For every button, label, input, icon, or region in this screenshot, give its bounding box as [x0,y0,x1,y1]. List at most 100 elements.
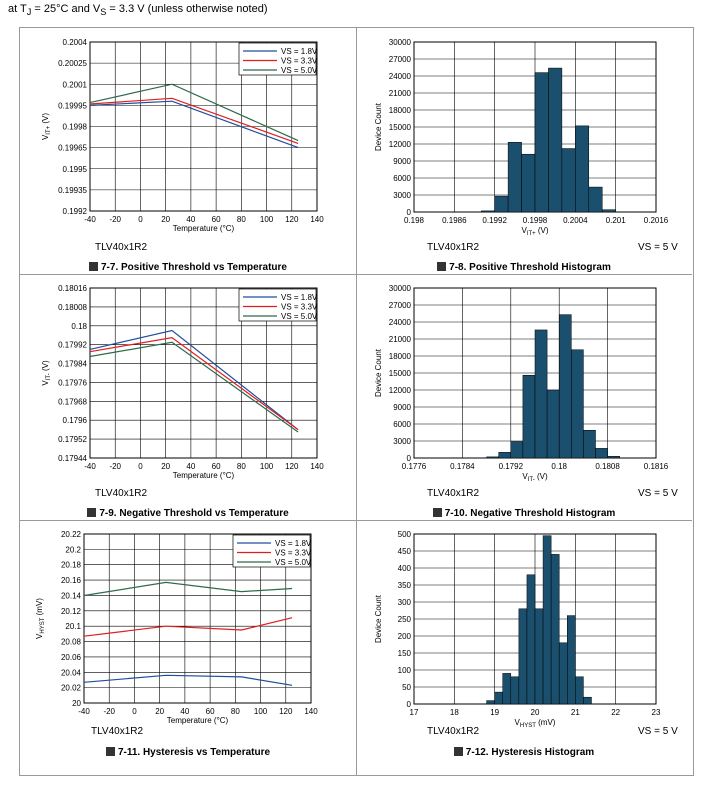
histogram-bar [534,608,544,705]
cell-fig7-12: 0 50 100 150 200 250 300 350 400 450 500 17 18 19 20 21… [356,520,692,775]
plot-area: 0 3000 6000 9000 12000 15000 18000 21000 24000 27… [374,284,669,483]
y-tick-label: 20.12 [61,607,82,616]
histogram-bar [575,676,584,705]
y-tick-label: 0.18016 [58,284,87,293]
x-tick-label: 0.1792 [499,462,524,471]
x-tick-label: 60 [212,462,221,471]
y-tick-label: 15000 [389,123,412,132]
plot-area: 0.1992 0.19935 0.1995 0.19965 0.1998 0.19995 0… [41,38,324,233]
y-tick-label: 100 [398,666,412,675]
x-tick-label: 40 [186,215,195,224]
y-tick-label: 0.19965 [58,144,87,153]
x-tick-label: 100 [254,707,268,716]
y-tick-label: 0.17968 [58,397,87,406]
series-line [83,581,293,597]
x-tick-label: 18 [450,708,459,717]
histogram-bar [521,153,536,213]
y-tick-label: 12000 [389,386,412,395]
y-axis-label: Device Count [374,348,383,397]
y-tick-label: 400 [398,564,412,573]
x-tick-label: -40 [78,707,90,716]
x-tick-label: 0.201 [606,216,627,225]
figure-caption: 7-12. Hysteresis Histogram [356,747,692,758]
y-tick-label: 0.17976 [58,378,87,387]
y-tick-label: 0.18008 [58,303,87,312]
x-tick-label: 0.1816 [644,462,669,471]
plot-frame [83,533,312,704]
y-tick-label: 12000 [389,140,412,149]
histogram-bar [567,615,576,705]
series-line [89,97,299,144]
figure-icon [453,747,463,756]
y-tick-label: 50 [402,683,411,692]
y-tick-label: 21000 [389,89,412,98]
histogram-bar [548,67,563,213]
y-tick-label: 27000 [389,55,412,64]
histogram-bar [583,429,596,459]
y-tick-label: 0.2004 [63,38,88,47]
y-tick-label: 9000 [393,157,411,166]
x-tick-label: 0.1992 [482,216,507,225]
y-tick-label: 20.18 [61,561,82,570]
x-tick-label: 0.2004 [563,216,588,225]
y-tick-label: 20.22 [61,530,82,539]
x-tick-label: 40 [186,462,195,471]
x-tick-label: 80 [237,215,246,224]
chart-positive-threshold-vs-temp: 0.1992 0.19935 0.1995 0.19965 0.1998 0.19995 0… [41,38,324,233]
x-tick-label: -20 [103,707,115,716]
part-number: TLV40x1R2 [95,488,148,499]
figure-icon [87,508,97,517]
y-tick-label: 6000 [393,174,411,183]
plot-area: 0 3000 6000 9000 12000 15000 18000 21000 24000 27… [374,38,669,237]
chart-hysteresis-histogram: 0 50 100 150 200 250 300 350 400 450 500 17 18 19 20 21… [374,530,661,729]
supply-note: VS = 5 V [638,726,678,737]
part-number: TLV40x1R2 [91,726,144,737]
y-axis-label: VHYST (mV) [35,598,46,639]
x-tick-label: 22 [611,708,620,717]
x-tick-label: 120 [285,215,299,224]
y-tick-label: 0.17984 [58,360,87,369]
plot-frame [89,287,318,459]
cell-fig7-11: 20 20.02 20.04 20.06 20.08 20.1 20.12 20.14 20.1… [20,520,357,775]
x-tick-label: 21 [571,708,580,717]
histogram-bar [607,456,620,459]
histogram-bar [534,72,549,213]
y-tick-label: 20.2 [65,545,81,554]
y-tick-label: 30000 [389,284,412,293]
figure-caption: 7-9. Negative Threshold vs Temperature [20,508,356,519]
y-tick-label: 450 [398,547,412,556]
histogram-bar [498,452,512,459]
y-axis-label: VIT- (V) [41,360,52,386]
y-tick-label: 20.04 [61,668,82,677]
histogram-bar [522,375,536,459]
chart-hysteresis-vs-temp: 20 20.02 20.04 20.06 20.08 20.1 20.12 20.14 20.1… [35,530,318,725]
x-tick-label: 0.1998 [523,216,548,225]
x-axis-label: Temperature (°C) [173,471,235,480]
y-tick-label: 0.19995 [58,101,87,110]
y-axis-label: VIT+ (V) [41,113,52,140]
histogram-bar [507,142,522,213]
series-line [89,100,299,149]
x-tick-label: -20 [109,215,121,224]
legend-label: VS = 3.3V [275,549,312,558]
figure-caption: 7-7. Positive Threshold vs Temperature [20,262,356,273]
x-tick-label: 0 [138,462,143,471]
plot-frame [89,41,318,212]
cell-fig7-10: 0 3000 6000 9000 12000 15000 18000 21000 24000 27… [356,274,692,521]
y-tick-label: 0 [407,700,412,709]
x-tick-label: 20 [155,707,164,716]
histogram-bar [595,448,608,459]
chart-negative-threshold-histogram: 0 3000 6000 9000 12000 15000 18000 21000 24000 27… [374,284,669,483]
y-tick-label: 18000 [389,106,412,115]
y-tick-label: 0 [407,208,412,217]
y-tick-label: 0.1796 [63,416,88,425]
part-number: TLV40x1R2 [427,488,480,499]
figure-caption: 7-8. Positive Threshold Histogram [356,262,692,273]
histogram-bar [486,700,495,705]
series-line [83,617,293,637]
legend-label: VS = 1.8V [281,293,318,302]
x-tick-label: 100 [260,215,274,224]
histogram-bar [588,186,603,213]
y-tick-label: 0.17992 [58,341,87,350]
